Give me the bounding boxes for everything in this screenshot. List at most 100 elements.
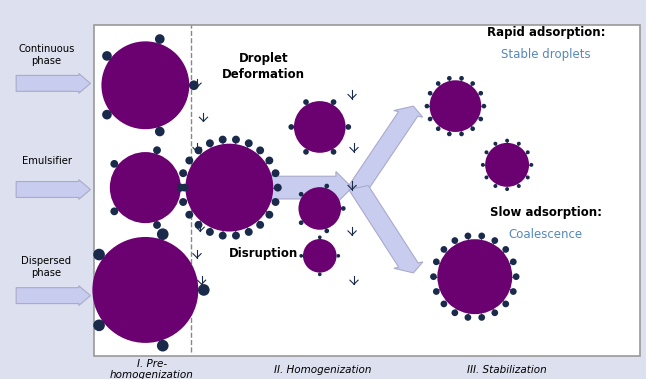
- FancyArrow shape: [16, 286, 90, 305]
- Ellipse shape: [485, 143, 529, 187]
- Ellipse shape: [464, 233, 472, 239]
- Ellipse shape: [470, 127, 475, 131]
- Ellipse shape: [157, 229, 169, 240]
- Text: Disruption: Disruption: [229, 247, 298, 260]
- Ellipse shape: [245, 139, 253, 147]
- Ellipse shape: [447, 132, 452, 136]
- Text: II. Homogenization: II. Homogenization: [275, 365, 371, 374]
- Text: Slow adsorption:: Slow adsorption:: [490, 206, 602, 219]
- Ellipse shape: [459, 132, 464, 136]
- Ellipse shape: [494, 142, 497, 146]
- Ellipse shape: [452, 309, 458, 316]
- Text: Rapid adsorption:: Rapid adsorption:: [486, 26, 605, 39]
- Ellipse shape: [110, 152, 181, 223]
- Text: Coalescence: Coalescence: [509, 229, 583, 241]
- Ellipse shape: [481, 163, 485, 167]
- Ellipse shape: [232, 232, 240, 240]
- Ellipse shape: [303, 239, 337, 273]
- Ellipse shape: [459, 76, 464, 81]
- Ellipse shape: [478, 233, 485, 239]
- Ellipse shape: [179, 198, 187, 206]
- Ellipse shape: [198, 284, 209, 296]
- FancyArrow shape: [349, 185, 423, 273]
- FancyArrow shape: [16, 74, 90, 93]
- Ellipse shape: [274, 184, 282, 191]
- Ellipse shape: [155, 127, 165, 136]
- Ellipse shape: [492, 309, 498, 316]
- FancyBboxPatch shape: [94, 25, 640, 356]
- Ellipse shape: [93, 319, 105, 331]
- Ellipse shape: [478, 314, 485, 321]
- Ellipse shape: [219, 136, 227, 144]
- Ellipse shape: [517, 142, 521, 146]
- Ellipse shape: [179, 169, 187, 177]
- Ellipse shape: [102, 51, 112, 61]
- Ellipse shape: [433, 288, 440, 295]
- Ellipse shape: [505, 139, 509, 143]
- Ellipse shape: [232, 136, 240, 144]
- Ellipse shape: [271, 198, 280, 206]
- Ellipse shape: [294, 101, 346, 153]
- Ellipse shape: [185, 157, 193, 164]
- Text: I. Pre-
homogenization: I. Pre- homogenization: [110, 359, 194, 379]
- Ellipse shape: [513, 273, 519, 280]
- Ellipse shape: [299, 254, 303, 258]
- Ellipse shape: [505, 187, 509, 191]
- Ellipse shape: [256, 146, 264, 154]
- Ellipse shape: [299, 220, 304, 225]
- Ellipse shape: [189, 80, 199, 90]
- Text: Droplet
Deformation: Droplet Deformation: [222, 52, 305, 81]
- FancyArrow shape: [268, 171, 352, 204]
- Ellipse shape: [185, 211, 193, 219]
- Ellipse shape: [101, 41, 189, 129]
- Ellipse shape: [324, 229, 329, 233]
- Text: III. Stabilization: III. Stabilization: [467, 365, 547, 374]
- Ellipse shape: [433, 258, 440, 265]
- Ellipse shape: [303, 149, 309, 155]
- Ellipse shape: [346, 124, 351, 130]
- Ellipse shape: [424, 104, 429, 108]
- Ellipse shape: [441, 301, 447, 307]
- Ellipse shape: [206, 228, 214, 236]
- Ellipse shape: [484, 150, 488, 154]
- Ellipse shape: [441, 246, 447, 253]
- Ellipse shape: [303, 99, 309, 105]
- Ellipse shape: [482, 104, 486, 108]
- Ellipse shape: [266, 211, 273, 219]
- FancyArrow shape: [16, 180, 90, 199]
- Ellipse shape: [503, 301, 509, 307]
- Ellipse shape: [492, 237, 498, 244]
- Ellipse shape: [464, 314, 472, 321]
- Ellipse shape: [110, 160, 118, 168]
- FancyArrow shape: [349, 106, 422, 190]
- Ellipse shape: [102, 110, 112, 119]
- Ellipse shape: [494, 184, 497, 188]
- Ellipse shape: [479, 117, 483, 121]
- Ellipse shape: [153, 221, 161, 229]
- Ellipse shape: [526, 175, 530, 179]
- Ellipse shape: [510, 258, 517, 265]
- Ellipse shape: [331, 99, 337, 105]
- Ellipse shape: [219, 232, 227, 240]
- Ellipse shape: [436, 81, 441, 86]
- Ellipse shape: [318, 235, 322, 239]
- Ellipse shape: [447, 76, 452, 81]
- Text: Stable droplets: Stable droplets: [501, 49, 590, 61]
- Ellipse shape: [177, 184, 185, 191]
- Text: Continuous
phase: Continuous phase: [18, 44, 75, 66]
- Ellipse shape: [288, 124, 294, 130]
- Ellipse shape: [271, 169, 280, 177]
- Ellipse shape: [194, 221, 202, 229]
- Text: Emulsifier: Emulsifier: [21, 156, 72, 166]
- Ellipse shape: [194, 146, 202, 154]
- Ellipse shape: [298, 187, 341, 230]
- Ellipse shape: [266, 157, 273, 164]
- Ellipse shape: [470, 81, 475, 86]
- Text: Dispersed
phase: Dispersed phase: [21, 257, 72, 278]
- Ellipse shape: [155, 34, 165, 44]
- Ellipse shape: [93, 249, 105, 260]
- Ellipse shape: [185, 144, 273, 232]
- Ellipse shape: [503, 246, 509, 253]
- Ellipse shape: [428, 117, 432, 121]
- Ellipse shape: [337, 254, 340, 258]
